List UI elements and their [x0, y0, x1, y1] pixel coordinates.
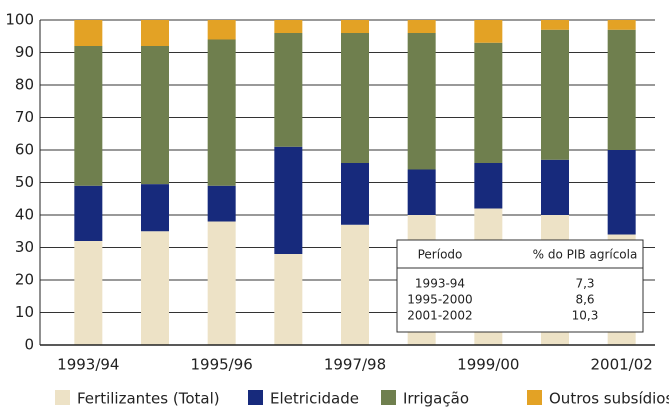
bar-segment [474, 163, 503, 209]
legend-label: Outros subsídios [549, 390, 669, 408]
y-tick-label: 80 [15, 76, 34, 94]
y-tick-label: 70 [15, 108, 34, 126]
bar-segment [541, 159, 569, 215]
legend-label: Fertilizantes (Total) [77, 390, 220, 408]
bar-segment [407, 169, 436, 215]
y-tick-label: 90 [15, 43, 34, 61]
table-cell: 2001-2002 [407, 309, 472, 323]
legend-swatch [527, 390, 542, 405]
bar-segment [341, 163, 369, 225]
bar-segment [407, 20, 436, 33]
table-cell: 1993-94 [415, 277, 465, 291]
bar-segment [474, 20, 503, 43]
table-cell: 10,3 [572, 309, 599, 323]
bar-segment [607, 150, 636, 235]
bar-segment [541, 29, 569, 160]
bar-segment [274, 33, 303, 147]
y-tick-label: 60 [15, 141, 34, 159]
bar-segment [141, 184, 169, 232]
bar-segment [274, 20, 303, 33]
bar-segment [74, 185, 103, 241]
bar-segment [74, 46, 103, 186]
bar-segment [141, 46, 169, 185]
legend-label: Irrigação [403, 390, 469, 408]
x-tick-label: 2001/02 [591, 356, 653, 374]
x-tick-label: 1995/96 [191, 356, 253, 374]
bar-segment [274, 254, 303, 345]
y-tick-label: 30 [15, 238, 34, 256]
y-tick-label: 20 [15, 271, 34, 289]
bar-segment [207, 20, 236, 40]
inset-table [396, 239, 644, 333]
table-cell: 8,6 [575, 293, 594, 307]
bar-segment [207, 185, 236, 222]
bar-segment [274, 146, 303, 254]
y-tick-label: 100 [5, 11, 34, 29]
bar-segment [474, 42, 503, 163]
table-cell: 1995-2000 [407, 293, 472, 307]
bar-segment [541, 20, 569, 30]
legend-swatch [248, 390, 263, 405]
legend-label: Eletricidade [270, 390, 359, 408]
bar-segment [407, 33, 436, 170]
table-cell: 7,3 [575, 277, 594, 291]
bar-segment [207, 39, 236, 186]
legend-swatch [55, 390, 70, 405]
bar-segment [341, 20, 369, 33]
x-tick-label: 1997/98 [324, 356, 386, 374]
table-header: % do PIB agrícola [533, 248, 638, 262]
bar-segment [74, 20, 103, 46]
y-tick-label: 0 [24, 336, 34, 354]
bar-segment [341, 33, 369, 163]
bar-segment [607, 20, 636, 30]
table-header: Período [418, 248, 463, 262]
bar-segment [341, 224, 369, 345]
x-tick-label: 1993/94 [57, 356, 119, 374]
x-tick-label: 1999/00 [457, 356, 519, 374]
bar-segment [207, 221, 236, 345]
bar-segment [74, 241, 103, 345]
bar-segment [607, 29, 636, 150]
bar-segment [141, 231, 169, 345]
bar-segment [141, 20, 169, 46]
y-tick-label: 40 [15, 206, 34, 224]
y-tick-label: 10 [15, 303, 34, 321]
y-tick-label: 50 [15, 173, 34, 191]
legend-swatch [381, 390, 396, 405]
